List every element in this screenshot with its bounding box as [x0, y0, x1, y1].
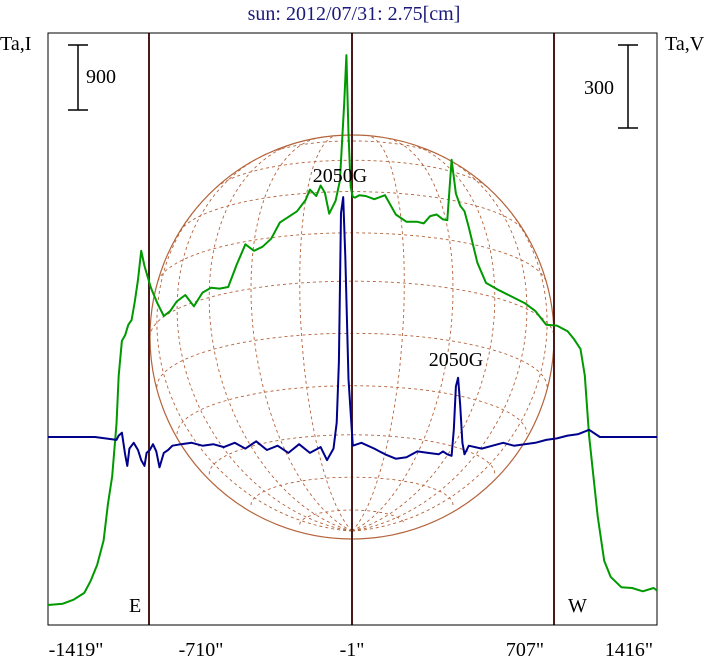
longitude-line — [351, 200, 548, 532]
latitude-line — [149, 280, 555, 338]
reference-lines — [148, 33, 555, 625]
longitude-line — [351, 137, 454, 532]
x-tick-label: 707" — [506, 639, 544, 661]
scale-bar-left: 900 — [68, 44, 116, 111]
field-annotation: 2050G — [429, 349, 483, 371]
x-tick-labels: -1419" -710" -1" 707" 1416" — [49, 639, 654, 661]
limb-label-west: W — [568, 595, 587, 617]
longitude-line — [299, 135, 353, 532]
field-annotation: 2050G — [313, 165, 367, 187]
x-tick-label: -1" — [340, 639, 365, 661]
longitude-line — [351, 135, 405, 532]
limb-label-east: E — [129, 595, 141, 617]
stokes-i-line — [47, 54, 658, 606]
x-tick-label: -710" — [179, 639, 224, 661]
latitude-line — [176, 385, 528, 435]
longitude-line — [351, 154, 528, 532]
plot-frame — [47, 32, 658, 626]
longitude-line — [250, 137, 353, 532]
scale-bar-right: 300 — [584, 44, 638, 129]
scale-bar-right-label: 300 — [584, 77, 614, 99]
y-axis-label-left: Ta,I — [0, 33, 31, 55]
chart-title: sun: 2012/07/31: 2.75[cm] — [248, 3, 461, 25]
x-tick-label: -1419" — [49, 639, 104, 661]
series-layer — [47, 54, 658, 606]
y-axis-label-right: Ta,V — [665, 33, 705, 55]
longitude-line — [208, 143, 353, 532]
x-tick-label: 1416" — [605, 639, 653, 661]
scale-bar-left-label: 900 — [86, 66, 116, 88]
annotations: 2050G 2050G — [313, 165, 483, 371]
longitude-line — [351, 143, 496, 532]
stokes-v-line — [48, 196, 657, 469]
longitude-line — [176, 154, 353, 532]
longitude-line — [156, 200, 353, 532]
